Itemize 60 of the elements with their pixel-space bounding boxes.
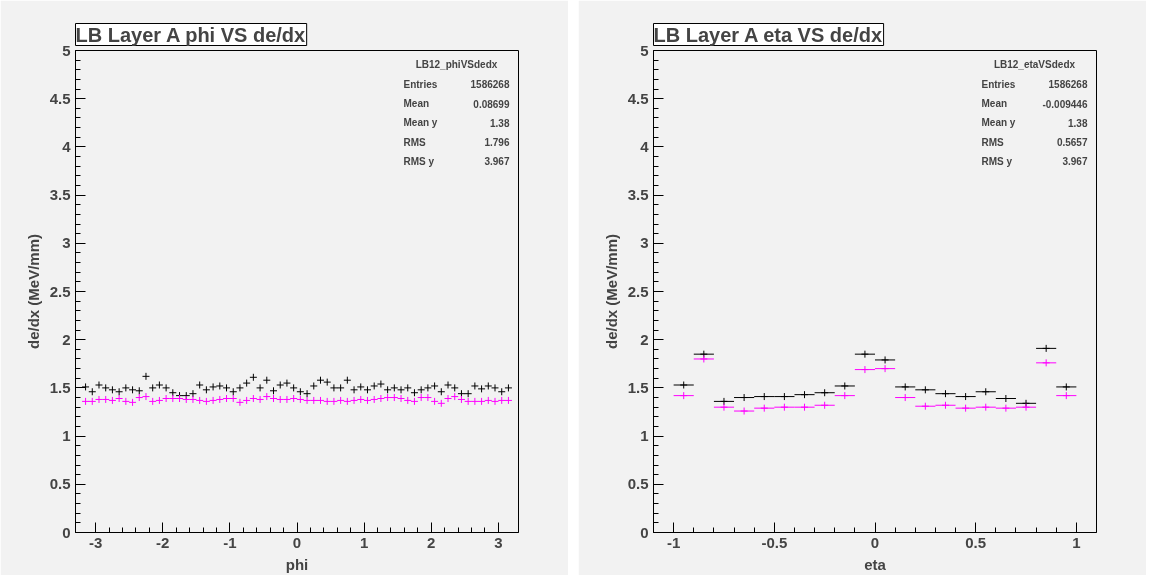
y-tick-label: 1 — [62, 427, 71, 445]
annotation: RMS — [403, 136, 427, 148]
x-tick-label: -1 — [223, 533, 237, 551]
y-tick-label: 1 — [640, 427, 649, 445]
y-tick-label: 1.5 — [49, 378, 71, 396]
annotation: 0.5657 — [1056, 137, 1088, 149]
x-tick-label: -0.5 — [761, 533, 788, 551]
annotation: 0.08699 — [473, 98, 510, 110]
y-tick-label: 3.5 — [49, 186, 71, 204]
y-tick-label: 2 — [62, 330, 71, 348]
annotation: LB12_phiVSdedx — [415, 59, 498, 71]
annotation: 1.796 — [484, 137, 510, 149]
x-tick-label: -2 — [156, 533, 170, 551]
y-axis-title: de/dx (MeV/mm) — [602, 233, 620, 350]
y-tick-label: 4.5 — [49, 89, 71, 107]
y-tick-label: 2.5 — [627, 282, 649, 300]
y-tick-label: 3.5 — [627, 186, 649, 204]
y-tick-label: 2 — [640, 330, 649, 348]
x-tick-label: 1 — [359, 533, 369, 551]
x-tick-label: 3 — [494, 533, 503, 551]
annotation: Mean y — [403, 117, 438, 129]
x-tick-label: 2 — [427, 533, 436, 551]
y-tick-label: 4 — [640, 137, 650, 155]
x-axis-title: eta — [864, 555, 887, 573]
y-tick-label: 2.5 — [49, 282, 71, 300]
x-tick-label: 1 — [1072, 533, 1081, 551]
x-tick-label: 0 — [292, 533, 302, 551]
annotation: 1586268 — [1048, 79, 1088, 91]
annotation: RMS y — [981, 155, 1013, 167]
annotation: RMS y — [403, 155, 435, 167]
y-tick-label: 3 — [62, 234, 71, 252]
y-tick-label: 5 — [640, 41, 649, 59]
annotation: -0.009446 — [1042, 98, 1088, 110]
annotation: 3.967 — [1062, 156, 1088, 168]
annotation: 3.967 — [484, 156, 510, 168]
annotation: 1.38 — [490, 117, 510, 129]
annotation: 1586268 — [470, 79, 510, 91]
y-tick-label: 4 — [62, 137, 72, 155]
x-tick-label: -3 — [88, 533, 103, 551]
y-tick-label: 0.5 — [49, 475, 71, 493]
y-tick-label: 5 — [62, 41, 71, 59]
annotation: Entries — [981, 78, 1016, 90]
annotation: LB12_etaVSdedx — [993, 59, 1076, 71]
x-tick-label: 0.5 — [965, 533, 987, 551]
chart-title: LB Layer A phi VS de/dx — [75, 23, 306, 46]
y-tick-label: 1.5 — [627, 378, 649, 396]
annotation: Entries — [403, 78, 438, 90]
y-tick-label: 3 — [640, 234, 649, 252]
annotation: Mean y — [981, 117, 1016, 129]
annotation: Mean — [981, 98, 1008, 110]
annotation: Mean — [403, 98, 430, 110]
annotation: RMS — [981, 136, 1005, 148]
x-tick-label: -1 — [666, 533, 681, 551]
annotation: 1.38 — [1068, 117, 1088, 129]
x-tick-label: 0 — [870, 533, 880, 551]
x-axis-title: phi — [285, 555, 309, 573]
y-tick-label: 4.5 — [627, 89, 649, 107]
y-tick-label: 0.5 — [627, 475, 649, 493]
chart-title: LB Layer A eta VS de/dx — [653, 23, 883, 46]
y-axis-title: de/dx (MeV/mm) — [24, 233, 42, 350]
